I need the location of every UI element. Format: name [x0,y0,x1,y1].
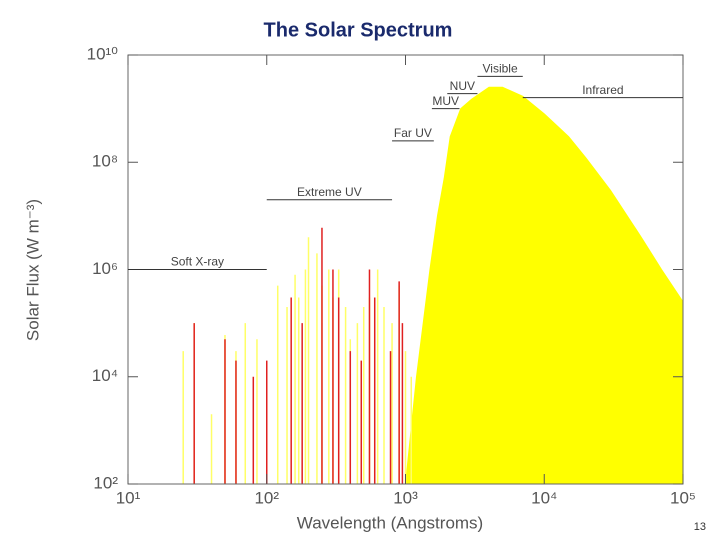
band-label: Far UV [394,126,432,140]
page-number: 13 [694,521,706,533]
x-tick-label: 10⁵ [670,488,696,507]
band-label: NUV [450,79,475,93]
plot [182,86,683,484]
band-label: Infrared [582,83,623,97]
y-tick-label: 10⁸ [92,152,118,171]
x-tick-label: 10² [254,488,279,507]
x-tick-label: 10³ [393,488,418,507]
y-axis-label: Solar Flux (W m⁻³) [23,199,42,341]
spectrum-area [404,86,683,484]
band-label: Extreme UV [297,185,362,199]
y-tick-label: 10⁴ [92,366,118,385]
y-tick-label: 10¹⁰ [87,44,119,63]
band-label: Soft X-ray [171,255,224,269]
y-tick-label: 10² [93,473,118,492]
band-label: Visible [483,62,518,76]
x-axis-label: Wavelength (Angstroms) [297,513,483,532]
slide-title: The Solar Spectrum [264,19,453,41]
x-tick-label: 10⁴ [531,488,557,507]
y-tick-label: 10⁶ [92,259,118,278]
band-label: MUV [432,94,459,108]
x-tick-label: 10¹ [116,488,141,507]
